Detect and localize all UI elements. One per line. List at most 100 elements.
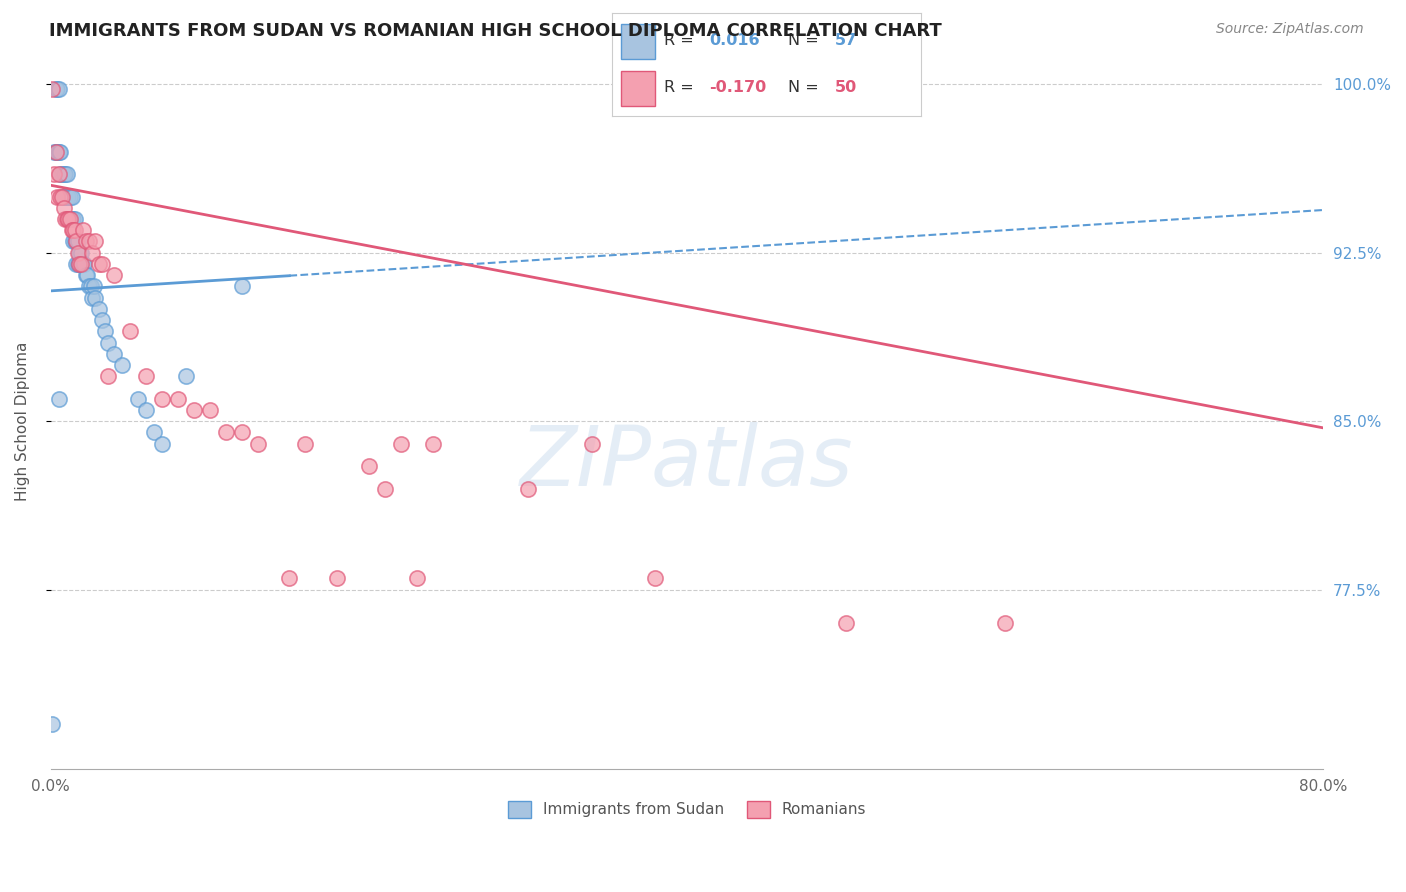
Point	[52, 167, 75, 181]
Text: ZIPatlas: ZIPatlas	[520, 423, 853, 503]
Point	[55, 211, 77, 226]
Point	[73, 257, 96, 271]
Point	[62, 211, 84, 226]
Text: 57: 57	[834, 32, 856, 47]
Point	[183, 403, 205, 417]
Point	[49, 167, 72, 181]
Point	[72, 223, 94, 237]
Point	[69, 257, 91, 271]
Point	[66, 245, 89, 260]
Point	[374, 482, 396, 496]
Point	[58, 189, 80, 203]
Point	[59, 211, 82, 226]
Point	[48, 167, 70, 181]
Text: R =: R =	[664, 32, 699, 47]
Point	[46, 145, 69, 159]
Point	[48, 392, 70, 406]
Point	[90, 257, 112, 271]
Point	[994, 616, 1017, 631]
Point	[41, 81, 63, 95]
Point	[45, 81, 67, 95]
Point	[62, 223, 84, 237]
Point	[53, 167, 76, 181]
Text: 50: 50	[834, 79, 856, 95]
Point	[42, 145, 65, 159]
Point	[59, 189, 82, 203]
Text: 0.016: 0.016	[709, 32, 759, 47]
FancyBboxPatch shape	[621, 70, 655, 106]
Point	[41, 717, 63, 731]
Point	[835, 616, 858, 631]
FancyBboxPatch shape	[621, 24, 655, 59]
Point	[97, 369, 120, 384]
Point	[55, 167, 77, 181]
Point	[66, 235, 89, 249]
Point	[69, 245, 91, 260]
Point	[87, 301, 110, 316]
Text: N =: N =	[787, 32, 824, 47]
Point	[76, 268, 98, 282]
Point	[58, 211, 80, 226]
Point	[103, 347, 125, 361]
Point	[82, 245, 104, 260]
Point	[79, 279, 101, 293]
Point	[77, 279, 100, 293]
Point	[55, 189, 77, 203]
Point	[53, 189, 76, 203]
Point	[66, 257, 89, 271]
Text: Source: ZipAtlas.com: Source: ZipAtlas.com	[1216, 22, 1364, 37]
Point	[517, 482, 540, 496]
Point	[77, 235, 100, 249]
Point	[231, 425, 253, 440]
Point	[70, 257, 93, 271]
Point	[45, 145, 67, 159]
Point	[198, 403, 221, 417]
Point	[62, 235, 84, 249]
Point	[174, 369, 197, 384]
Point	[63, 235, 86, 249]
Point	[143, 425, 166, 440]
Point	[49, 145, 72, 159]
Point	[82, 291, 104, 305]
Point	[90, 313, 112, 327]
Point	[150, 436, 173, 450]
Point	[60, 189, 83, 203]
Point	[111, 358, 134, 372]
Point	[83, 279, 105, 293]
Point	[75, 235, 97, 249]
Point	[60, 211, 83, 226]
Point	[326, 571, 349, 585]
Point	[167, 392, 190, 406]
Point	[52, 201, 75, 215]
Point	[45, 145, 67, 159]
Text: IMMIGRANTS FROM SUDAN VS ROMANIAN HIGH SCHOOL DIPLOMA CORRELATION CHART: IMMIGRANTS FROM SUDAN VS ROMANIAN HIGH S…	[49, 22, 942, 40]
Point	[53, 211, 76, 226]
Point	[65, 235, 87, 249]
Point	[294, 436, 316, 450]
Text: -0.170: -0.170	[709, 79, 766, 95]
Point	[60, 223, 83, 237]
Point	[42, 167, 65, 181]
Point	[150, 392, 173, 406]
Point	[357, 458, 380, 473]
Point	[135, 403, 157, 417]
Point	[49, 189, 72, 203]
Point	[63, 223, 86, 237]
Point	[581, 436, 603, 450]
Point	[52, 189, 75, 203]
Point	[65, 235, 87, 249]
Text: R =: R =	[664, 79, 699, 95]
Point	[84, 291, 107, 305]
Point	[87, 257, 110, 271]
Point	[135, 369, 157, 384]
Point	[58, 211, 80, 226]
Point	[69, 257, 91, 271]
Point	[389, 436, 412, 450]
Point	[51, 189, 73, 203]
Point	[644, 571, 666, 585]
Point	[103, 268, 125, 282]
Point	[70, 245, 93, 260]
Point	[48, 145, 70, 159]
Point	[278, 571, 301, 585]
Point	[127, 392, 149, 406]
